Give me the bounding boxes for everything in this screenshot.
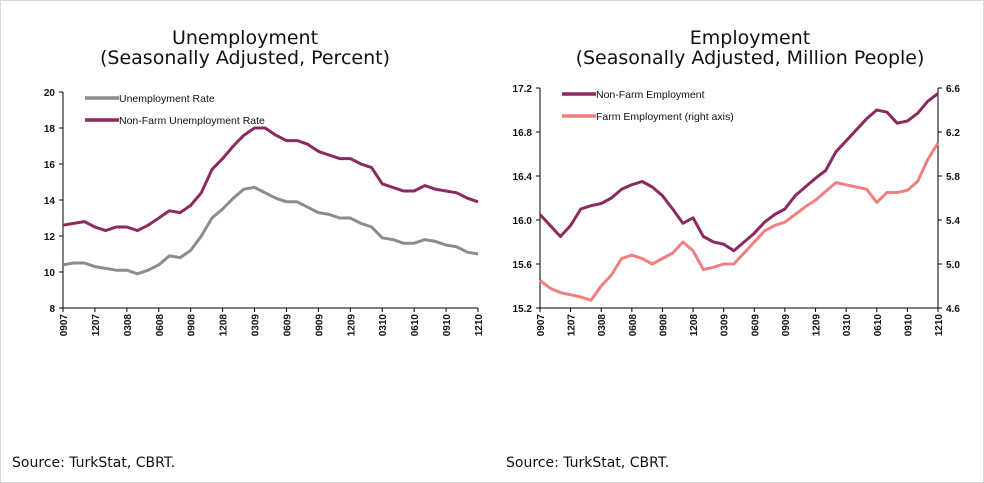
x-tick-label: 1208 [689, 314, 700, 337]
x-tick-label: 0908 [658, 314, 669, 337]
y-tick-label: 15.2 [513, 304, 533, 315]
y2-tick-label: 6.6 [946, 84, 960, 95]
x-tick-label: 1207 [91, 314, 102, 337]
x-tick-label: 0610 [410, 314, 421, 337]
y-tick-label: 10 [44, 268, 56, 279]
x-tick-label: 0609 [282, 314, 293, 337]
y-tick-label: 15.6 [513, 260, 533, 271]
x-tick-label: 1210 [934, 314, 945, 337]
y-tick-label: 16 [44, 160, 56, 171]
chart-subtitle: (Seasonally Adjusted, Percent) [100, 47, 390, 69]
chart-subtitle: (Seasonally Adjusted, Million People) [576, 47, 925, 69]
source-note: Source: TurkStat, CBRT. [506, 455, 669, 471]
y-tick-label: 14 [44, 196, 56, 207]
x-tick-label: 0609 [750, 314, 761, 337]
y-tick-label: 16.4 [513, 172, 533, 183]
y-tick-label: 16.8 [513, 128, 533, 139]
x-tick-label: 0909 [314, 314, 325, 337]
y-tick-label: 8 [49, 304, 55, 315]
x-tick-label: 0308 [597, 314, 608, 337]
series-line [538, 92, 939, 253]
y2-tick-label: 5.0 [946, 260, 960, 271]
legend-label: Farm Employment (right axis) [596, 111, 734, 123]
y2-tick-label: 6.2 [946, 128, 960, 139]
x-tick-label: 0908 [187, 314, 198, 337]
x-tick-label: 0910 [442, 314, 453, 337]
y-tick-label: 16.0 [513, 216, 533, 227]
x-tick-label: 0910 [903, 314, 914, 337]
legend-label: Non-Farm Unemployment Rate [119, 115, 265, 127]
y-tick-label: 20 [44, 88, 56, 99]
x-tick-label: 0907 [536, 314, 547, 337]
x-tick-label: 0610 [873, 314, 884, 337]
x-tick-label: 0907 [59, 314, 70, 337]
y-tick-label: 17.2 [513, 84, 533, 95]
x-tick-label: 0608 [155, 314, 166, 337]
series-line [539, 142, 940, 302]
x-tick-label: 0309 [251, 314, 262, 337]
x-tick-label: 0309 [720, 314, 731, 337]
chart-title: Unemployment [172, 27, 318, 49]
x-tick-label: 1208 [219, 314, 230, 337]
y-tick-label: 12 [44, 232, 56, 243]
x-tick-label: 0909 [781, 314, 792, 337]
legend-label: Non-Farm Employment [596, 89, 705, 101]
x-tick-label: 0308 [123, 314, 134, 337]
x-tick-label: 1210 [474, 314, 485, 337]
y-tick-label: 18 [44, 124, 56, 135]
x-tick-label: 0310 [378, 314, 389, 337]
series-line [62, 185, 479, 276]
chart-title: Employment [690, 27, 810, 49]
x-tick-label: 1209 [346, 314, 357, 337]
y2-tick-label: 5.8 [946, 172, 960, 183]
legend-label: Unemployment Rate [119, 93, 215, 105]
y2-tick-label: 5.4 [946, 216, 960, 227]
x-tick-label: 0608 [628, 314, 639, 337]
series-line [62, 126, 479, 233]
y2-tick-label: 4.6 [946, 304, 960, 315]
x-tick-label: 1207 [567, 314, 578, 337]
x-tick-label: 1209 [812, 314, 823, 337]
x-tick-label: 0310 [842, 314, 853, 337]
source-note: Source: TurkStat, CBRT. [12, 455, 175, 471]
